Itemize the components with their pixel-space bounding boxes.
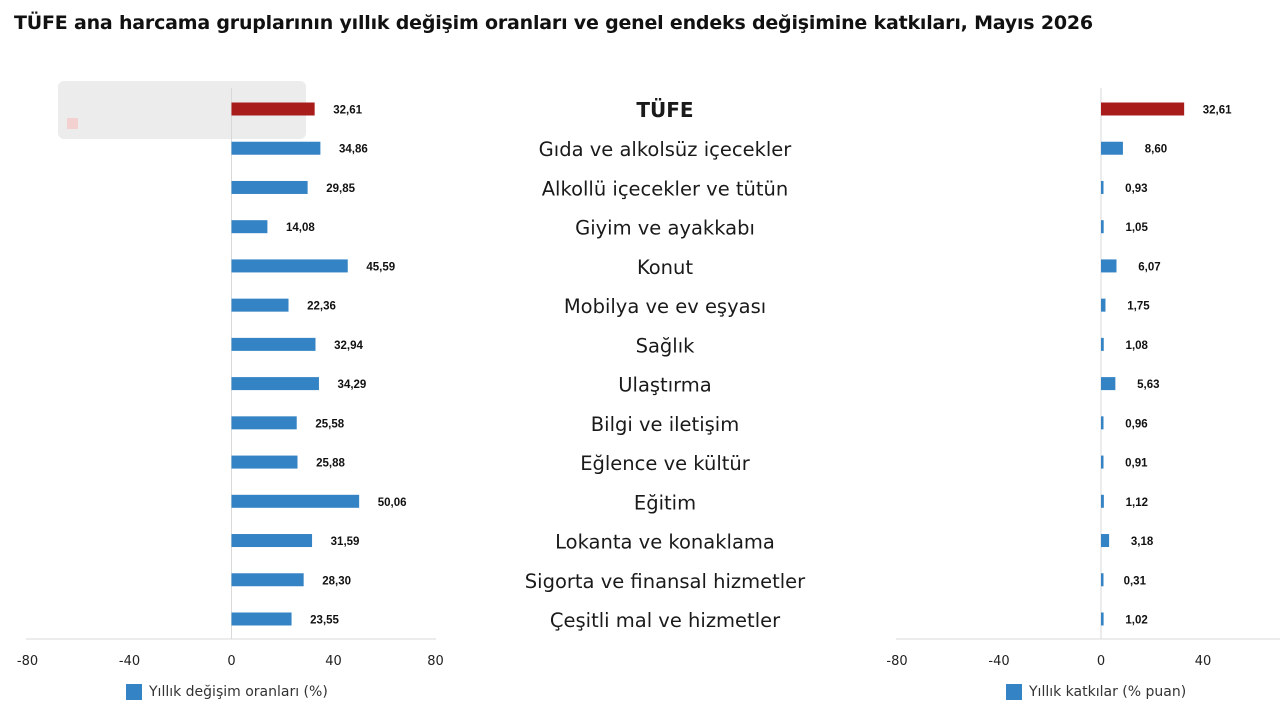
left-data-label: 25,58 bbox=[315, 418, 344, 430]
legend-left-label: Yıllık değişim oranları (%) bbox=[149, 684, 328, 700]
right-data-label: 0,31 bbox=[1124, 575, 1147, 587]
left-bar[interactable] bbox=[231, 534, 313, 548]
left-bar[interactable] bbox=[231, 416, 297, 430]
left-data-label: 22,36 bbox=[307, 301, 336, 313]
left-bar[interactable] bbox=[231, 141, 321, 155]
left-data-label: 14,08 bbox=[286, 222, 315, 234]
right-data-label: 0,91 bbox=[1125, 458, 1148, 470]
category-label: Mobilya ve ev eşyası bbox=[564, 295, 766, 318]
left-bar[interactable] bbox=[231, 102, 315, 116]
left-data-label: 31,59 bbox=[331, 536, 360, 548]
category-label: Ulaştırma bbox=[618, 374, 711, 397]
category-label: Bilgi ve iletişim bbox=[591, 413, 739, 436]
chart-title: TÜFE ana harcama gruplarının yıllık deği… bbox=[14, 12, 1093, 34]
right-tick-label: -40 bbox=[988, 654, 1009, 669]
left-data-label: 28,30 bbox=[322, 575, 351, 587]
right-data-label: 1,05 bbox=[1125, 222, 1148, 234]
right-data-label: 1,02 bbox=[1125, 614, 1147, 626]
right-tick-label: -80 bbox=[886, 654, 907, 669]
right-bar[interactable] bbox=[1101, 455, 1104, 469]
category-label: Konut bbox=[637, 256, 693, 279]
category-label: Giyim ve ayakkabı bbox=[575, 217, 755, 240]
left-bar[interactable] bbox=[231, 377, 319, 391]
category-label: Alkollü içecekler ve tütün bbox=[542, 177, 789, 200]
left-data-label: 45,59 bbox=[366, 261, 395, 273]
right-data-label: 1,08 bbox=[1126, 340, 1149, 352]
left-bar[interactable] bbox=[231, 573, 304, 587]
legend-right[interactable]: Yıllık katkılar (% puan) bbox=[1006, 682, 1186, 702]
right-bar[interactable] bbox=[1101, 377, 1116, 391]
left-data-label: 25,88 bbox=[316, 458, 345, 470]
category-label: Lokanta ve konaklama bbox=[555, 531, 775, 554]
right-tick-label: 40 bbox=[1195, 654, 1212, 669]
right-data-label: 6,07 bbox=[1138, 261, 1160, 273]
left-data-label: 34,86 bbox=[339, 144, 368, 156]
right-data-label: 3,18 bbox=[1131, 536, 1154, 548]
left-bar[interactable] bbox=[231, 455, 298, 469]
category-label: Sağlık bbox=[636, 334, 696, 357]
right-bar[interactable] bbox=[1101, 573, 1104, 587]
left-chart: -80 -40 0 40 80 32,61 34,86 29,85 14,08 45,59 22,3… bbox=[17, 88, 444, 669]
right-data-label: 0,93 bbox=[1125, 183, 1147, 195]
left-bar[interactable] bbox=[231, 494, 360, 508]
category-label: Sigorta ve finansal hizmetler bbox=[525, 570, 806, 593]
left-bar[interactable] bbox=[231, 298, 289, 312]
left-data-label: 34,29 bbox=[338, 379, 367, 391]
left-data-label: 32,94 bbox=[334, 340, 363, 352]
right-data-label: 32,61 bbox=[1203, 105, 1232, 117]
legend-right-swatch bbox=[1006, 684, 1022, 700]
left-bar[interactable] bbox=[231, 220, 268, 234]
right-bar[interactable] bbox=[1101, 180, 1104, 194]
left-data-label: 23,55 bbox=[310, 614, 339, 626]
category-label: Eğitim bbox=[634, 491, 696, 514]
category-label: Eğlence ve kültür bbox=[580, 452, 751, 475]
right-bar[interactable] bbox=[1101, 416, 1104, 430]
legend-left[interactable]: Yıllık değişim oranları (%) bbox=[126, 682, 328, 702]
tooltip-swatch bbox=[67, 118, 78, 129]
left-bar[interactable] bbox=[231, 337, 316, 351]
right-tick-label: 0 bbox=[1097, 654, 1105, 669]
right-data-label: 0,96 bbox=[1125, 418, 1147, 430]
right-data-label: 1,12 bbox=[1126, 497, 1148, 509]
category-label: Gıda ve alkolsüz içecekler bbox=[539, 138, 793, 161]
right-data-label: 5,63 bbox=[1137, 379, 1159, 391]
right-bar[interactable] bbox=[1101, 298, 1106, 312]
left-bar[interactable] bbox=[231, 259, 348, 273]
right-bar[interactable] bbox=[1101, 337, 1104, 351]
legend-right-label: Yıllık katkılar (% puan) bbox=[1029, 684, 1187, 700]
right-bar[interactable] bbox=[1101, 612, 1104, 626]
right-data-label: 8,60 bbox=[1145, 144, 1167, 156]
right-chart: -80 -40 0 40 32,61 8,60 0,93 1,05 6,07 1,75 1,08 5,… bbox=[886, 88, 1280, 669]
category-label: Çeşitli mal ve hizmetler bbox=[550, 609, 781, 632]
right-bar[interactable] bbox=[1101, 534, 1110, 548]
right-bar[interactable] bbox=[1101, 494, 1104, 508]
left-tick-label: 40 bbox=[325, 654, 342, 669]
category-label: TÜFE bbox=[636, 98, 693, 122]
category-labels: TÜFE Gıda ve alkolsüz içecekler Alkollü iç… bbox=[525, 98, 806, 632]
left-tick-label: -40 bbox=[119, 654, 140, 669]
left-bar[interactable] bbox=[231, 180, 308, 194]
right-bar[interactable] bbox=[1101, 259, 1117, 273]
left-tick-label: 80 bbox=[427, 654, 444, 669]
right-data-label: 1,75 bbox=[1127, 301, 1150, 313]
left-tick-label: -80 bbox=[17, 654, 38, 669]
right-bar[interactable] bbox=[1101, 102, 1185, 116]
right-bar[interactable] bbox=[1101, 141, 1123, 155]
left-data-label: 32,61 bbox=[333, 105, 362, 117]
left-bar[interactable] bbox=[231, 612, 292, 626]
left-data-label: 29,85 bbox=[326, 183, 355, 195]
legend-left-swatch bbox=[126, 684, 142, 700]
left-tick-label: 0 bbox=[227, 654, 235, 669]
left-data-label: 50,06 bbox=[378, 497, 407, 509]
right-bar[interactable] bbox=[1101, 220, 1104, 234]
